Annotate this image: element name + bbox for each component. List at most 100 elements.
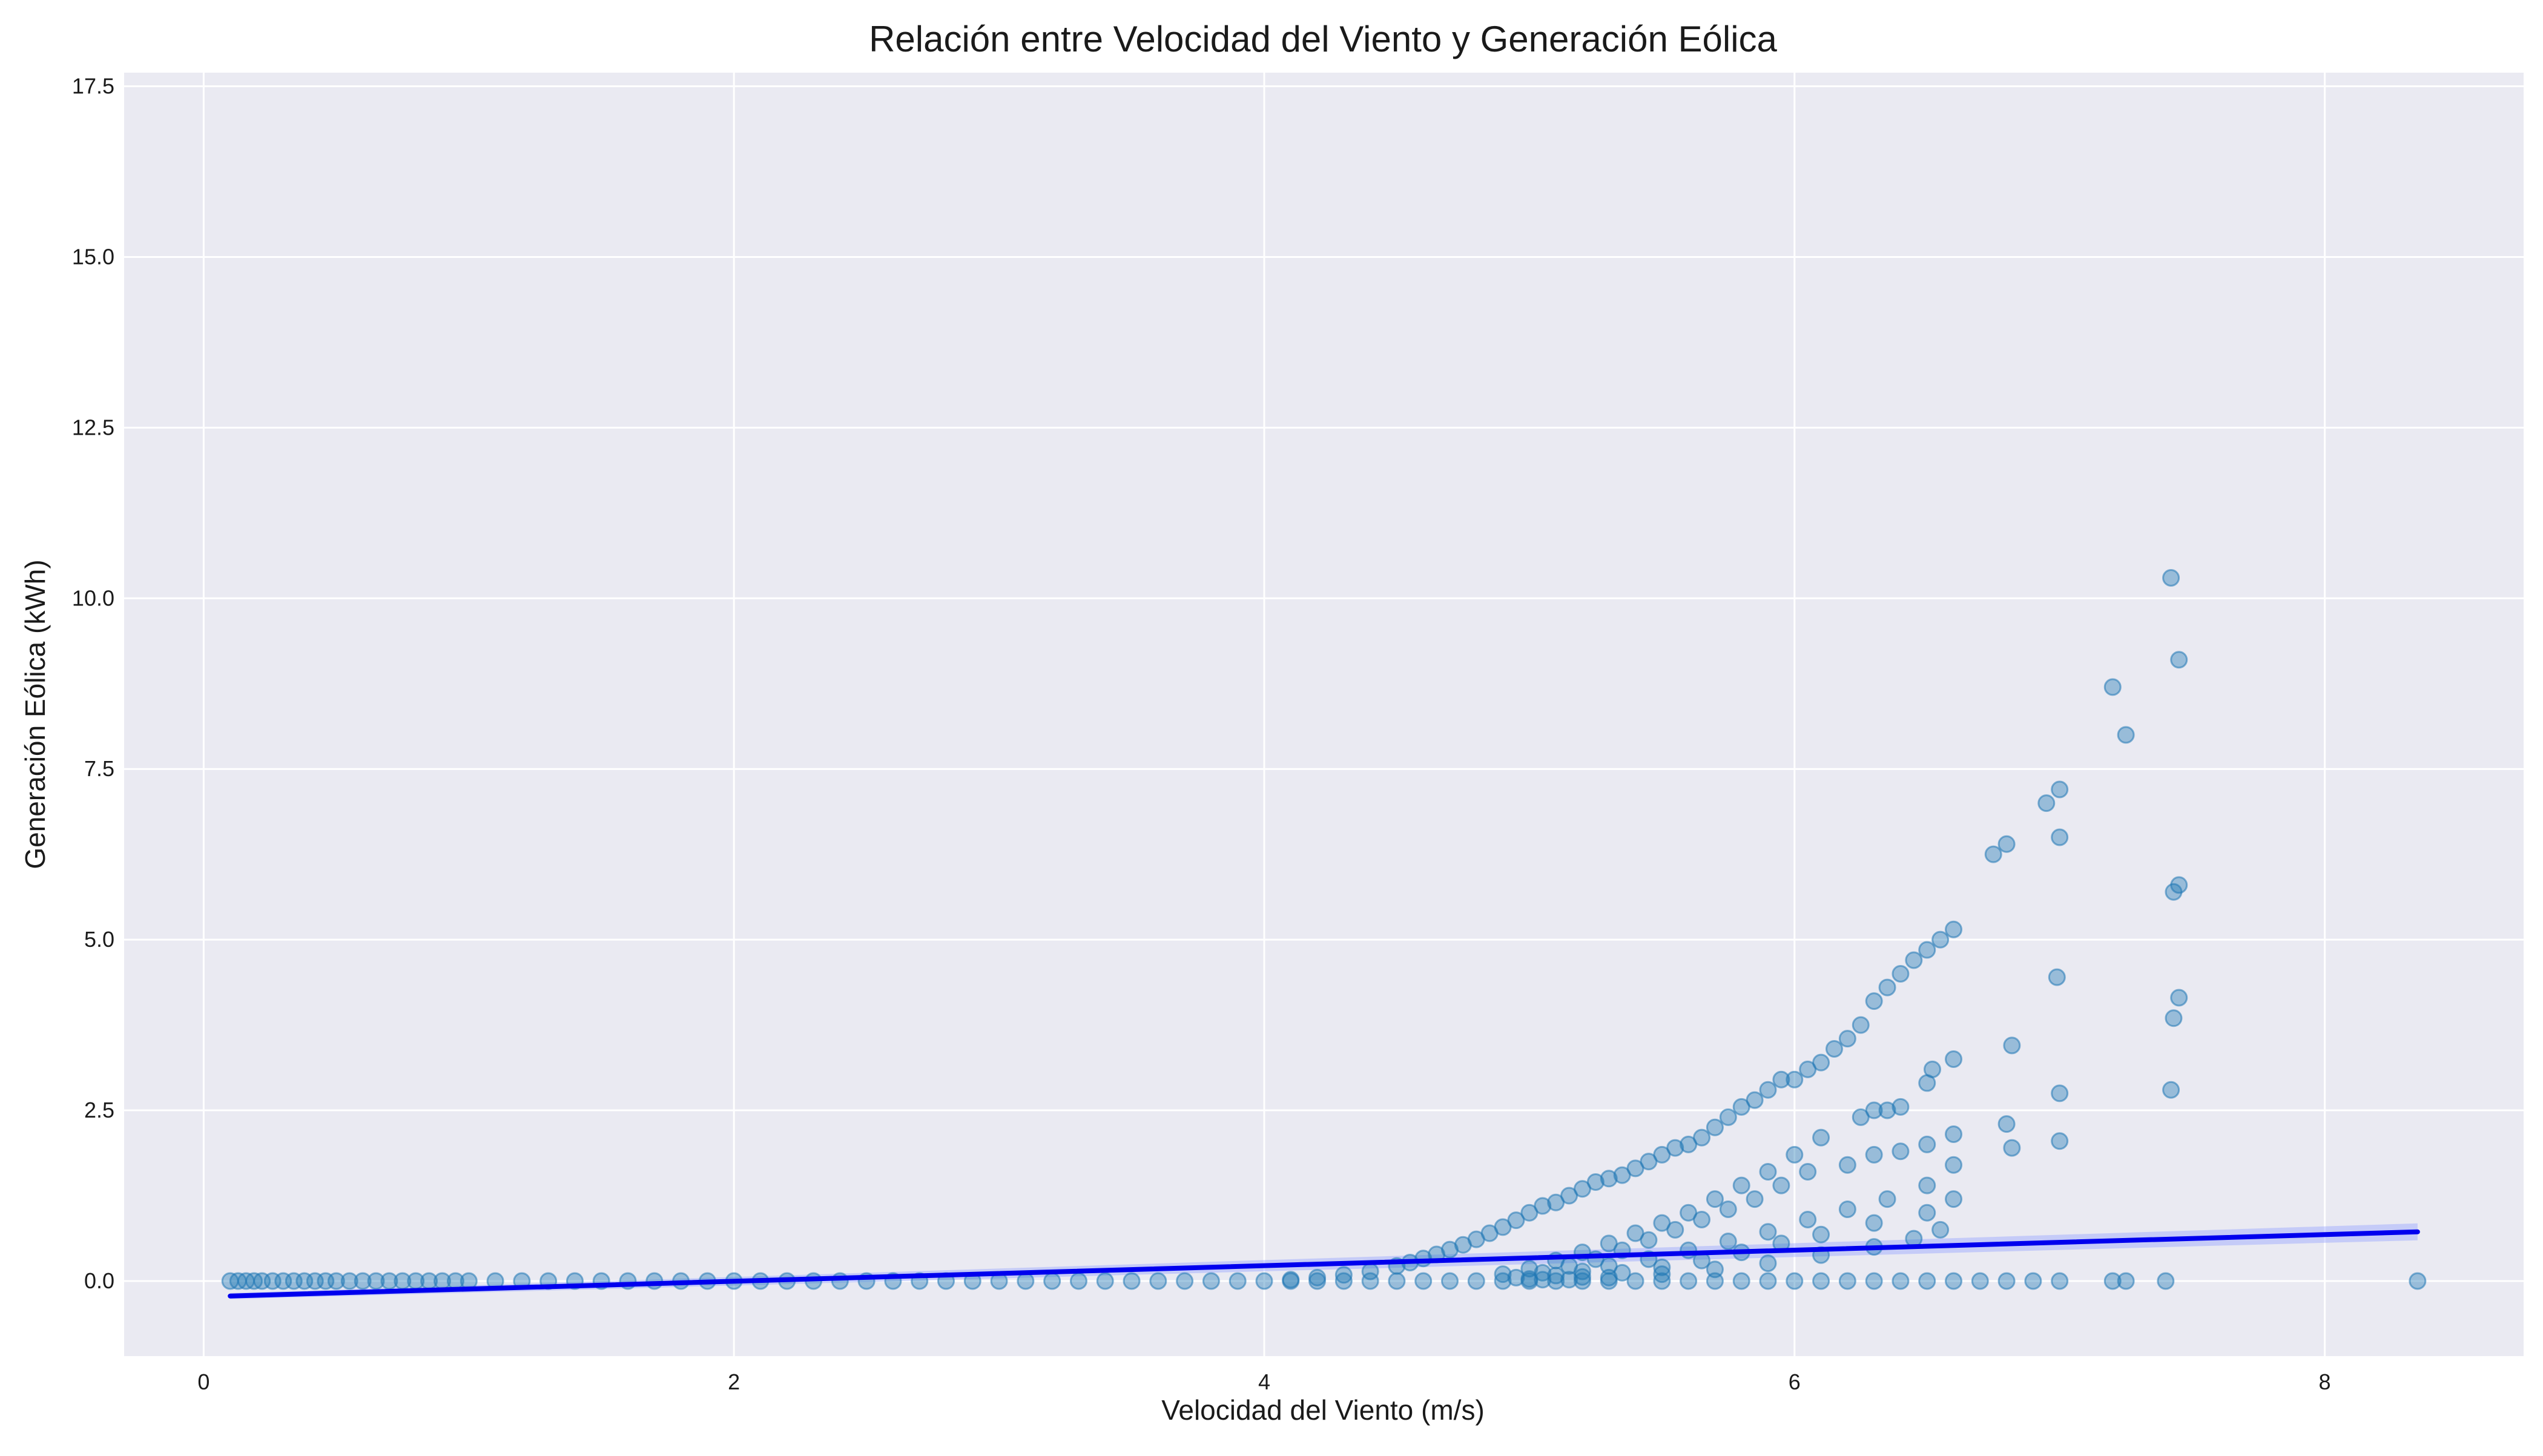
scatter-point <box>1494 1265 1512 1283</box>
scatter-point <box>1626 1272 1644 1290</box>
scatter-point <box>1918 1204 1936 1222</box>
scatter-point <box>1865 1145 1883 1164</box>
scatter-point <box>1586 1173 1605 1191</box>
scatter-point <box>1282 1271 1300 1289</box>
scatter-point <box>1759 1081 1777 1099</box>
scatter-point <box>1573 1268 1591 1286</box>
scatter-point <box>1892 965 1910 983</box>
scatter-point <box>1759 1254 1777 1273</box>
scatter-point <box>2051 1132 2069 1150</box>
scatter-point <box>1600 1268 1618 1286</box>
scatter-point <box>1945 1050 1963 1068</box>
scatter-point <box>1719 1233 1737 1251</box>
scatter-point <box>1507 1211 1525 1230</box>
scatter-point <box>1573 1272 1591 1290</box>
scatter-point <box>1918 1176 1936 1194</box>
scatter-point <box>2103 1272 2122 1290</box>
scatter-point <box>1693 1210 1711 1228</box>
scatter-point <box>1534 1197 1552 1215</box>
scatter-point <box>1043 1272 1061 1290</box>
scatter-point <box>1997 1272 2016 1290</box>
scatter-point <box>1945 1190 1963 1208</box>
y-tick-label: 12.5 <box>72 415 114 440</box>
scatter-point <box>1984 845 2002 863</box>
scatter-point <box>1945 1156 1963 1174</box>
scatter-point <box>1547 1272 1565 1290</box>
scatter-point <box>1719 1201 1737 1219</box>
scatter-point <box>1467 1272 1485 1290</box>
scatter-point <box>1918 1272 1936 1290</box>
scatter-point <box>1680 1272 1698 1290</box>
scatter-point <box>1096 1272 1114 1290</box>
x-tick-label: 0 <box>197 1369 209 1394</box>
y-tick-label: 15.0 <box>72 244 114 269</box>
scatter-point <box>340 1272 358 1290</box>
scatter-point <box>1653 1265 1671 1283</box>
scatter-point <box>2103 678 2122 696</box>
scatter-point <box>2165 1009 2183 1027</box>
y-tick-label: 5.0 <box>84 927 114 952</box>
scatter-point <box>1719 1108 1737 1126</box>
scatter-point <box>2024 1272 2042 1290</box>
scatter-point <box>1786 1272 1804 1290</box>
scatter-point <box>1772 1070 1790 1089</box>
scatter-point <box>1931 1220 1950 1239</box>
scatter-point <box>2170 651 2188 669</box>
scatter-point <box>1892 1142 1910 1161</box>
x-axis-label: Velocidad del Viento (m/s) <box>1161 1394 1485 1426</box>
scatter-point <box>1799 1210 1817 1228</box>
scatter-point <box>1732 1176 1750 1194</box>
y-tick-label: 10.0 <box>72 585 114 610</box>
scatter-point <box>1520 1270 1539 1288</box>
scatter-point <box>1918 941 1936 959</box>
y-tick-label: 0.0 <box>84 1268 114 1293</box>
scatter-point <box>1334 1266 1353 1284</box>
scatter-point <box>2162 1081 2180 1099</box>
scatter-point <box>2162 568 2180 587</box>
scatter-point <box>1706 1190 1724 1208</box>
scatter-point <box>1534 1271 1552 1289</box>
scatter-point <box>1905 951 1923 969</box>
scatter-point <box>1560 1271 1578 1289</box>
y-tick-label: 7.5 <box>84 756 114 781</box>
y-tick-label: 2.5 <box>84 1098 114 1122</box>
scatter-point <box>2051 1272 2069 1290</box>
scatter-point <box>1573 1262 1591 1280</box>
scatter-point <box>1746 1190 1764 1208</box>
scatter-point <box>1812 1225 1830 1244</box>
scatter-point <box>1838 1156 1856 1174</box>
scatter-point <box>1865 1101 1883 1119</box>
x-tick-label: 2 <box>728 1369 740 1394</box>
scatter-point <box>2409 1272 2427 1290</box>
scatter-point <box>1923 1060 1941 1078</box>
scatter-point <box>2117 1272 2135 1290</box>
scatter-point <box>1229 1272 1247 1290</box>
scatter-point <box>1547 1267 1565 1285</box>
scatter-point <box>1838 1272 1856 1290</box>
scatter-point <box>1759 1163 1777 1181</box>
scatter-point <box>1666 1220 1684 1239</box>
chart-title: Relación entre Velocidad del Viento y Ge… <box>869 19 1777 59</box>
scatter-point <box>2157 1272 2175 1290</box>
scatter-point <box>1693 1128 1711 1147</box>
scatter-point <box>1838 1201 1856 1219</box>
scatter-point <box>2117 726 2135 744</box>
scatter-point <box>1786 1070 1804 1089</box>
scatter-point <box>1812 1272 1830 1290</box>
scatter-point <box>2037 794 2056 812</box>
scatter-point <box>1918 1135 1936 1153</box>
scatter-point <box>354 1272 372 1290</box>
scatter-point <box>1149 1272 1167 1290</box>
scatter-point <box>1997 1115 2016 1133</box>
scatter-point <box>1653 1272 1671 1290</box>
scatter-point <box>1069 1272 1087 1290</box>
scatter-point <box>1361 1272 1379 1290</box>
scatter-point <box>327 1272 345 1290</box>
scatter-point <box>1176 1272 1194 1290</box>
scatter-point <box>1507 1268 1525 1286</box>
scatter-point <box>1852 1016 1870 1034</box>
scatter-point <box>1388 1272 1406 1290</box>
scatter-point <box>1812 1128 1830 1147</box>
